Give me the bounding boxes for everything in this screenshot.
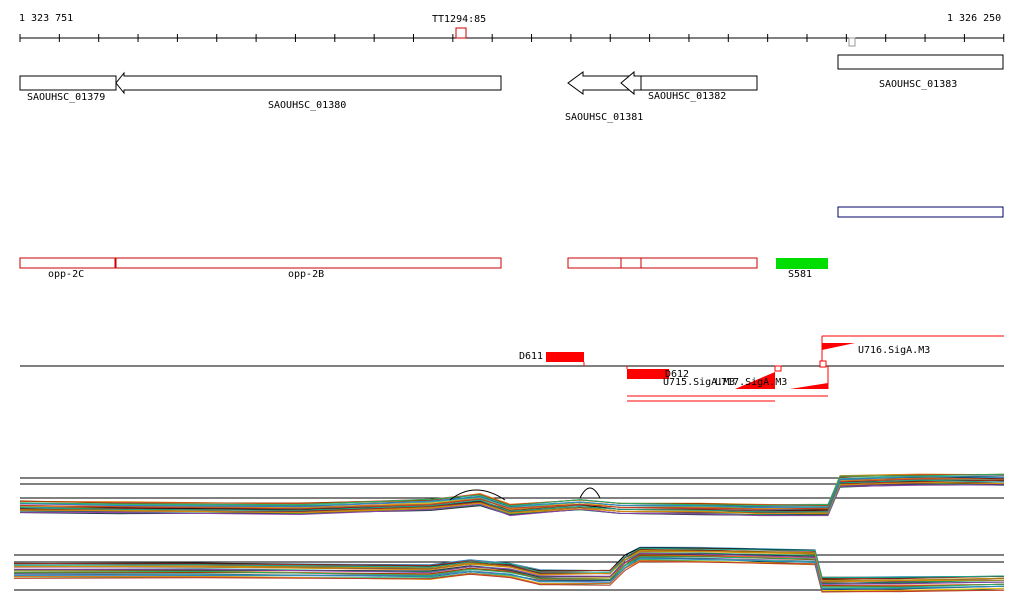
expression-track-forward (19, 473, 1005, 517)
gene-label-01382: SAOUHSC_01382 (648, 91, 727, 102)
feature-label-D612: D612 (665, 369, 690, 380)
gene-label-01383: SAOUHSC_01383 (879, 79, 958, 90)
expression-curve (19, 473, 1005, 507)
feature-U717-wedge[interactable] (735, 372, 775, 389)
feature-U715-wedge[interactable] (790, 383, 828, 389)
axis-start-label: 1 323 751 (19, 13, 74, 24)
feature-D611[interactable] (546, 352, 584, 362)
feature-label-U716: U716.SigA.M3 (858, 345, 931, 356)
expression-curve (13, 552, 1005, 585)
gene-label-01380: SAOUHSC_01380 (268, 100, 347, 111)
operon-track (19, 257, 758, 269)
terminator-marker[interactable] (455, 27, 467, 39)
expression-curve (13, 557, 1005, 590)
operon-label-opp-2B: opp-2B (288, 269, 325, 280)
operon-segment-c[interactable] (640, 257, 758, 269)
expression-curve (19, 478, 1005, 510)
operon-opp-2C[interactable] (19, 257, 116, 269)
terminator-label[interactable]: TT1294:85 (432, 14, 487, 25)
expression-curve (13, 556, 1005, 588)
feature-tss-marker-a[interactable] (774, 365, 782, 372)
coordinate-axis (19, 27, 1005, 47)
feature-S581[interactable] (776, 258, 828, 269)
expression-curve (19, 475, 1005, 509)
gap-marker (848, 37, 856, 47)
expression-peak (449, 489, 506, 501)
expression-curve (19, 482, 1005, 515)
gene-SAOUHSC_01383[interactable] (837, 54, 1004, 70)
gene-SAOUHSC_01382[interactable] (620, 70, 758, 96)
gene-label-01379: SAOUHSC_01379 (27, 92, 106, 103)
operon-opp-2B[interactable] (115, 257, 502, 269)
operon-label-opp-2C: opp-2C (48, 269, 85, 280)
feature-tss-marker-b[interactable] (819, 360, 827, 368)
annotation-box-blue[interactable] (837, 206, 1004, 218)
gene-SAOUHSC_01380[interactable] (115, 71, 502, 95)
operon-segment-a[interactable] (567, 257, 622, 269)
operon-segment-b[interactable] (620, 257, 642, 269)
feature-label-D611: D611 (519, 351, 544, 362)
expression-curve (19, 479, 1005, 513)
feature-U716-wedge[interactable] (822, 343, 855, 350)
feature-label-S581: S581 (788, 269, 813, 280)
expression-curve (13, 547, 1005, 579)
expression-curve (13, 551, 1005, 583)
gene-track (19, 54, 1004, 96)
axis-end-label: 1 326 250 (947, 13, 1002, 24)
feature-label-U715: U715.SigA.M3 (663, 377, 736, 388)
expression-curve (13, 561, 1005, 593)
gene-SAOUHSC_01379[interactable] (19, 75, 117, 91)
feature-label-U717: U717.SigA.M3 (715, 377, 788, 388)
gene-label-01381: SAOUHSC_01381 (565, 112, 644, 123)
feature-track (20, 335, 1004, 402)
feature-D612[interactable] (627, 369, 669, 379)
expression-peak (579, 487, 601, 499)
expression-curve (13, 547, 1005, 579)
expression-track-reverse (13, 546, 1005, 593)
axis-ticks (19, 34, 1005, 42)
expression-curve (19, 484, 1005, 517)
